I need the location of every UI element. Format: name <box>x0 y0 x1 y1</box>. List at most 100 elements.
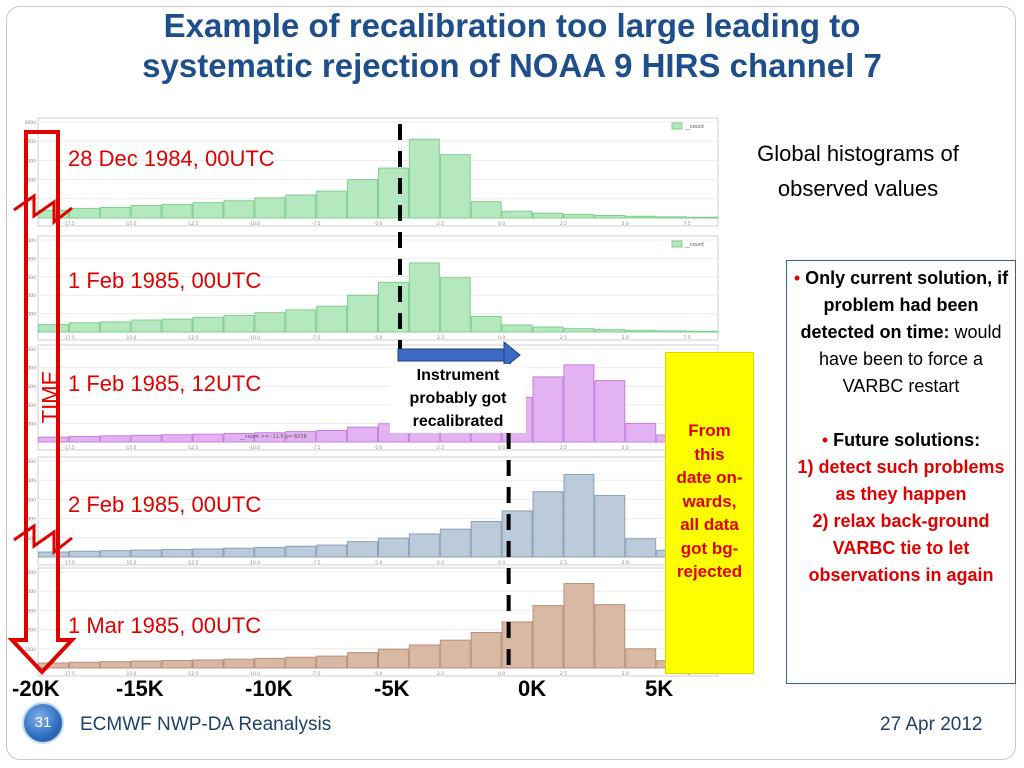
x-tick-label: 2.5 <box>560 671 567 677</box>
solutions-box: • Only current solution, if problem had … <box>786 260 1016 684</box>
histogram-bar <box>223 314 255 333</box>
x-tick-label: 7.5 <box>684 671 691 677</box>
histogram-bar <box>192 202 224 219</box>
x-tick-label: -15.0 <box>125 445 137 451</box>
histogram-bar <box>563 328 595 333</box>
histogram-bar <box>68 661 100 669</box>
x-tick-label: -5.0 <box>374 671 383 677</box>
y-tick-label: 1000 <box>25 421 37 427</box>
histogram-bar <box>285 309 317 333</box>
histogram-bar <box>439 639 471 669</box>
histogram-bar <box>378 281 409 333</box>
histogram-bar <box>223 432 255 443</box>
histogram-bar <box>38 436 69 443</box>
histogram-bar <box>254 312 286 333</box>
histogram-bar <box>99 206 131 219</box>
histogram-bar <box>68 207 100 219</box>
x-tick-label: 2.5 <box>560 560 567 566</box>
legend-label: __count <box>684 124 704 130</box>
histogram-bar <box>161 318 193 333</box>
histogram-bar <box>656 216 688 219</box>
y-tick-label: 4000 <box>25 478 37 484</box>
x-tick-label: 5.0 <box>622 560 629 566</box>
histogram-bar <box>501 621 533 669</box>
histogram-bar <box>470 520 502 558</box>
histogram-bar <box>625 648 657 669</box>
x-tick-label: -2.5 <box>435 335 444 341</box>
x-axis-kelvin-label: 5K <box>645 676 674 701</box>
histogram-bar <box>501 210 533 219</box>
x-axis-kelvin-label: -10K <box>245 676 293 701</box>
x-tick-label: -12.5 <box>187 335 199 341</box>
histogram-bar <box>625 538 657 558</box>
histogram-bar <box>316 190 348 219</box>
histogram-bar <box>470 315 502 333</box>
x-tick-label: -5.0 <box>374 445 383 451</box>
histogram-bar <box>130 205 162 219</box>
histogram-bar <box>470 201 502 219</box>
x-tick-label: -12.5 <box>187 221 199 227</box>
histogram-bar <box>594 380 626 443</box>
histogram-bar <box>223 200 255 219</box>
histogram-bar <box>408 533 440 558</box>
histogram-bar <box>594 329 626 333</box>
y-tick-label: 4000 <box>25 589 37 595</box>
y-tick-label: 3000 <box>25 608 37 614</box>
y-tick-label: 3000 <box>25 497 37 503</box>
y-tick-label: 5000 <box>25 120 37 126</box>
x-tick-label: -12.5 <box>187 445 199 451</box>
y-tick-label: 5000 <box>25 238 37 244</box>
x-tick-label: 2.5 <box>560 221 567 227</box>
footer-organisation: ECMWF NWP-DA Reanalysis <box>80 714 332 735</box>
histogram-bar <box>532 605 564 669</box>
time-axis-text: TIME <box>37 370 63 424</box>
bullet-current-solution: • Only current solution, if problem had … <box>793 265 1009 400</box>
x-axis-kelvin-label: 0K <box>518 676 547 701</box>
y-tick-label: 2000 <box>25 628 37 634</box>
y-tick-label: 1000 <box>25 647 37 653</box>
histogram-bar <box>192 659 224 669</box>
x-tick-label: -15.0 <box>125 560 137 566</box>
future-solution-item: 1) detect such problems as they happen <box>797 457 1005 504</box>
histogram-bar <box>625 422 657 443</box>
y-tick-label: 4000 <box>25 366 37 372</box>
histogram-bar <box>625 215 657 219</box>
histogram-bar <box>501 510 533 558</box>
histogram-bar <box>68 322 100 333</box>
histogram-bar <box>161 434 193 443</box>
x-tick-label: 2.5 <box>560 445 567 451</box>
x-tick-label: -17.5 <box>63 335 75 341</box>
histogram-bar <box>285 545 317 558</box>
histogram-bar <box>254 197 286 219</box>
histogram-bar <box>316 305 348 333</box>
histogram-bar <box>347 426 379 443</box>
x-tick-label: 0.0 <box>498 221 505 227</box>
histogram-bar <box>408 138 440 219</box>
histogram-bar <box>656 330 688 333</box>
histogram-bar <box>130 434 162 443</box>
histogram-bar <box>347 652 379 669</box>
histogram-bar <box>563 583 595 669</box>
recalibration-note: Instrument probably got recalibrated <box>390 364 526 433</box>
x-tick-label: 7.5 <box>684 221 691 227</box>
histogram-bar <box>408 262 440 333</box>
x-tick-label: -15.0 <box>125 221 137 227</box>
x-tick-label: -10.0 <box>249 335 261 341</box>
histogram-bar <box>254 432 286 443</box>
x-tick-label: -7.5 <box>312 445 321 451</box>
x-axis-kelvin-label: -20K <box>12 676 60 701</box>
histogram-bar <box>501 324 533 333</box>
histogram-bar <box>161 204 193 219</box>
bullet1-normal: would have been to force a VARBC restart <box>818 322 1002 396</box>
histogram-bar <box>347 541 379 558</box>
histogram-bar <box>192 548 224 558</box>
callout-line: this <box>694 444 725 464</box>
x-tick-label: -17.5 <box>63 671 75 677</box>
histogram-bar <box>38 662 69 669</box>
recalibration-arrow-head <box>503 340 521 370</box>
histogram-bar <box>130 549 162 558</box>
x-tick-label: -12.5 <box>187 671 199 677</box>
y-tick-label: 3000 <box>25 158 37 164</box>
histogram-bar <box>316 429 348 443</box>
